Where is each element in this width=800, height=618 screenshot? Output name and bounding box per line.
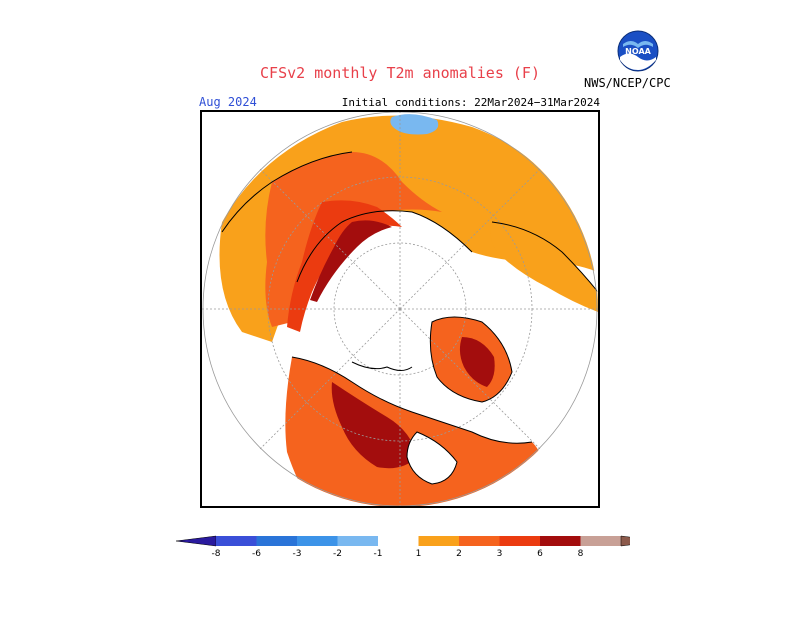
legend-bin [459, 536, 500, 546]
anomaly-region-2to3 [265, 152, 442, 327]
legend-tick-label: -6 [252, 549, 261, 559]
anomaly-region-east-asia [490, 222, 598, 312]
legend-tick-label: -8 [212, 549, 221, 559]
legend-arrow-high [620, 535, 662, 547]
legend-arrow-low [175, 535, 217, 547]
legend-tick-label: 3 [497, 549, 503, 559]
legend-tick-label: -3 [293, 549, 302, 559]
legend-bin [297, 536, 338, 546]
agency-label: NWS/NCEP/CPC [584, 76, 671, 90]
map-edge [202, 112, 598, 506]
polar-anomaly-map [200, 110, 600, 508]
legend-bin [580, 536, 621, 546]
forecast-month: Aug 2024 [199, 95, 257, 109]
initial-conditions: Initial conditions: 22Mar2024−31Mar2024 [341, 96, 600, 109]
logo-text: NOAA [625, 47, 651, 56]
anomaly-region-3to6 [287, 200, 402, 332]
legend-bin [378, 536, 419, 546]
neutral-region-hudson [407, 432, 457, 484]
legend-bin [499, 536, 540, 546]
anomaly-region-minus1to2 [390, 114, 439, 135]
anomaly-region-north-america-core [331, 382, 417, 469]
legend-bin [337, 536, 378, 546]
map-title: CFSv2 monthly T2m anomalies (F) [260, 64, 540, 82]
legend-tick-label: 2 [456, 549, 462, 559]
legend-bin [256, 536, 297, 546]
anomaly-region-over6 [310, 220, 392, 302]
legend-tick-label: -2 [333, 549, 342, 559]
colorbar-legend: -8 -6 -3 -2 -1 1 2 3 6 8 [170, 532, 662, 562]
legend-bin [216, 536, 257, 546]
anomaly-region-greenland-core [459, 337, 495, 387]
legend-tick-label: 8 [578, 549, 584, 559]
noaa-logo: NOAA [617, 30, 659, 72]
legend-tick-label: 6 [537, 549, 543, 559]
legend-tick-label: -1 [374, 549, 383, 559]
legend-bin [540, 536, 581, 546]
coastlines [221, 151, 598, 485]
graticule [202, 112, 598, 506]
legend-tick-label: 1 [416, 549, 422, 559]
legend-bin [418, 536, 459, 546]
